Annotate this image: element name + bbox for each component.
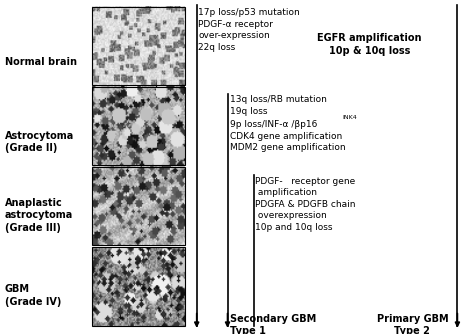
Text: CDK4 gene amplification
MDM2 gene amplification: CDK4 gene amplification MDM2 gene amplif… xyxy=(230,132,346,152)
Bar xyxy=(92,247,185,326)
Text: 13q loss/RB mutation
19q loss: 13q loss/RB mutation 19q loss xyxy=(230,95,327,116)
Bar xyxy=(92,7,185,85)
Text: Normal brain: Normal brain xyxy=(5,57,77,67)
Text: PDGF-   receptor gene
 amplification
PDGFA & PDGFB chain
 overexpression
10p and: PDGF- receptor gene amplification PDGFA … xyxy=(255,177,356,232)
Text: 17p loss/p53 mutation
PDGF-α receptor
over-expression
22q loss: 17p loss/p53 mutation PDGF-α receptor ov… xyxy=(198,8,300,52)
Text: 9p loss/INF-α /βp16: 9p loss/INF-α /βp16 xyxy=(230,120,317,129)
Text: GBM
(Grade IV): GBM (Grade IV) xyxy=(5,284,61,307)
Text: INK4: INK4 xyxy=(343,115,357,120)
Bar xyxy=(92,87,185,165)
Text: EGFR amplification
10p & 10q loss: EGFR amplification 10p & 10q loss xyxy=(318,33,422,56)
Bar xyxy=(92,167,185,245)
Text: Primary GBM
Type 2: Primary GBM Type 2 xyxy=(376,314,448,334)
Text: Secondary GBM
Type 1: Secondary GBM Type 1 xyxy=(230,314,316,334)
Text: Anaplastic
astrocytoma
(Grade III): Anaplastic astrocytoma (Grade III) xyxy=(5,198,73,233)
Text: Astrocytoma
(Grade II): Astrocytoma (Grade II) xyxy=(5,131,74,153)
